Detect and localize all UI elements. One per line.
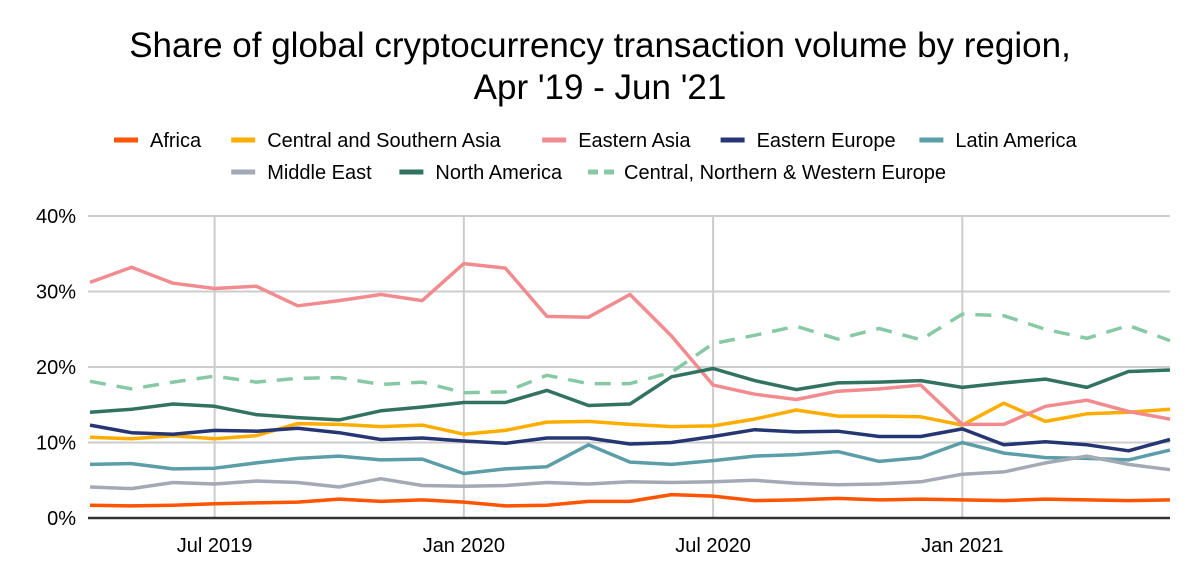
legend-label: Africa [150,130,202,152]
y-tick-label: 40% [36,206,76,228]
series-lines [89,261,1171,508]
series-line-eastern-asia [89,261,1171,427]
y-tick-label: 20% [36,357,76,379]
axes: 0% 10% 20% 30% 40% Jul 2019 Jan 2020 Jul 2020 Ja… [36,206,1170,557]
legend-label: Eastern Europe [757,130,896,152]
legend-item: Middle East [231,162,372,184]
legend: Africa Central and Southern Asia Eastern A… [114,130,1077,184]
series-line-middle-east [89,454,1171,491]
legend-item: Central, Northern & Western Europe [588,162,946,184]
series-line-eastern-europe [89,423,1171,453]
chart-title-line-1: Share of global cryptocurrency transacti… [129,26,1071,65]
series-line-latin-america [89,440,1171,476]
legend-label: North America [435,162,563,184]
legend-item: North America [399,162,563,184]
legend-label: Central, Northern & Western Europe [624,162,946,184]
legend-item: Eastern Asia [542,130,691,152]
y-tick-label: 10% [36,433,76,455]
legend-label: Latin America [955,130,1077,152]
x-tick-label: Jan 2021 [921,535,1003,557]
y-tick-label: 30% [36,282,76,304]
series-line-africa [89,492,1171,508]
chart-title-line-2: Apr '19 - Jun '21 [474,68,727,107]
series-line-central-northern-western-europe [89,312,1171,395]
legend-item: Latin America [919,130,1077,152]
legend-item: Africa [114,130,202,152]
legend-label: Eastern Asia [578,130,691,152]
x-tick-label: Jul 2020 [675,535,751,557]
legend-item: Eastern Europe [720,130,896,152]
y-tick-label: 0% [47,508,76,530]
legend-label: Middle East [267,162,372,184]
x-tick-label: Jan 2020 [423,535,505,557]
legend-item: Central and Southern Asia [231,130,502,152]
x-tick-label: Jul 2019 [177,535,253,557]
series-line-north-america [89,366,1171,422]
legend-label: Central and Southern Asia [267,130,501,152]
